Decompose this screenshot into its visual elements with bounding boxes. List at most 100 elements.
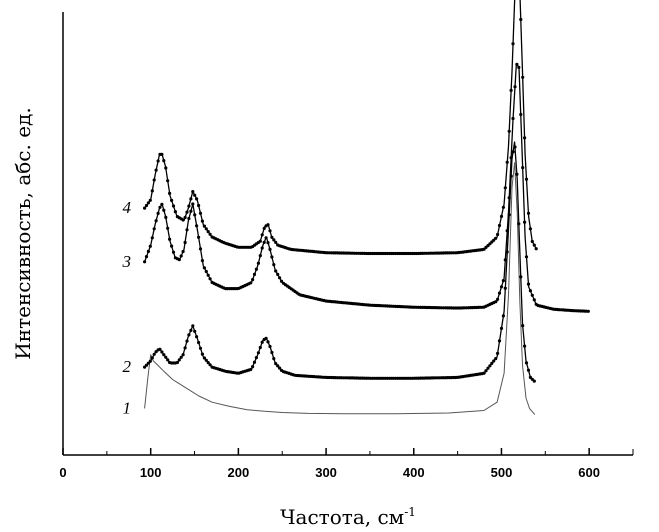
series-3-point [162, 208, 166, 212]
series-number-layer: 1 2 3 4 [122, 198, 132, 417]
series-3-point [528, 289, 533, 293]
series-3-point [278, 276, 282, 280]
series-3-point [526, 282, 531, 286]
series-2-point [482, 371, 486, 375]
series-2-point [519, 275, 523, 279]
series-2-point [181, 353, 185, 357]
series-4-point [160, 152, 164, 156]
series-4-markers [143, 17, 538, 256]
series-3-point [204, 269, 208, 274]
series-2-point [164, 355, 168, 359]
series-3-point [181, 249, 185, 254]
series-3-point [164, 215, 168, 219]
series-2-point [532, 379, 536, 383]
series-2-point [260, 340, 264, 344]
series-3-point [170, 244, 174, 248]
series-3-point [276, 272, 280, 276]
series-3-point [179, 254, 183, 258]
series-3-point [507, 196, 511, 200]
series-1-line [144, 162, 536, 415]
series-4-point [497, 223, 502, 228]
series-3-point [189, 209, 193, 213]
series-4-point [197, 203, 201, 208]
series-3-point [156, 211, 160, 215]
series-4-point [260, 233, 264, 237]
series-4-point [270, 235, 274, 239]
series-2-point [488, 364, 492, 368]
series-2-point [249, 367, 253, 372]
series-4-point [204, 227, 208, 231]
series-2-point [499, 326, 504, 330]
series-2-point [278, 366, 282, 370]
series-2-point [486, 366, 490, 370]
series-4-point [198, 211, 203, 215]
series-2-point [179, 355, 183, 359]
series-2-point [521, 324, 525, 328]
series-3-point [160, 202, 164, 206]
series-2-point [276, 364, 280, 368]
series-3-point [270, 255, 274, 259]
series-3-point [183, 240, 187, 245]
series-layer [143, 0, 590, 415]
series-3-point [586, 309, 590, 313]
series-4-point [143, 206, 147, 210]
series-2-point [268, 344, 272, 349]
series-4-point [189, 197, 193, 201]
series-3-point [505, 229, 509, 233]
series-2-point [144, 363, 149, 367]
series-2-point [274, 362, 278, 366]
series-2-point [492, 359, 496, 363]
series-4-point [501, 205, 505, 209]
series-4-point [173, 210, 177, 214]
series-4-point [524, 177, 529, 181]
series-4-point [171, 204, 176, 208]
series-3-point [148, 244, 152, 248]
series-4-point [162, 159, 166, 163]
series-4-point [185, 210, 189, 214]
series-3-point [515, 62, 519, 66]
series-3-point [509, 156, 513, 160]
series-3-point [177, 258, 181, 262]
series-3-point [208, 277, 212, 281]
series-4-point [146, 201, 150, 205]
series-4-point [494, 236, 498, 240]
x-axis-title-text: Частота, см [280, 505, 404, 529]
series-2-point [254, 356, 258, 360]
series-2-point [204, 358, 208, 362]
series-3-point [532, 298, 536, 302]
series-2-point [524, 361, 529, 365]
series-2-point [202, 356, 206, 360]
series-3-point [185, 228, 189, 232]
series-2-point [185, 339, 189, 343]
series-4-point [170, 198, 174, 202]
series-4-point [507, 129, 511, 133]
series-3-point [530, 293, 534, 297]
series-2-point [206, 361, 210, 365]
series-3-point [262, 240, 266, 244]
series-3-point [144, 255, 149, 259]
series-number-label-3: 4 [123, 198, 132, 217]
series-2-point [198, 346, 203, 350]
series-2-point [264, 336, 268, 340]
series-4-point [519, 17, 523, 22]
series-4-point [156, 159, 160, 163]
series-3-point [154, 219, 158, 223]
series-4-point [193, 193, 197, 197]
series-4-point [166, 179, 170, 183]
series-3-point [206, 273, 210, 277]
series-2-point [272, 357, 276, 361]
series-2-point [266, 340, 270, 344]
series-2-point [195, 335, 199, 339]
series-2-point [523, 344, 527, 348]
series-3-point [258, 254, 262, 258]
series-3-point [143, 260, 147, 264]
series-4-point [505, 160, 509, 164]
series-2-point [503, 286, 507, 290]
series-3-point [513, 85, 517, 89]
series-2-point [258, 345, 262, 350]
series-3-point [252, 272, 257, 276]
series-4-point [496, 232, 500, 237]
series-3-point [168, 237, 172, 241]
series-3-point [503, 258, 507, 262]
series-4-point [152, 178, 156, 182]
